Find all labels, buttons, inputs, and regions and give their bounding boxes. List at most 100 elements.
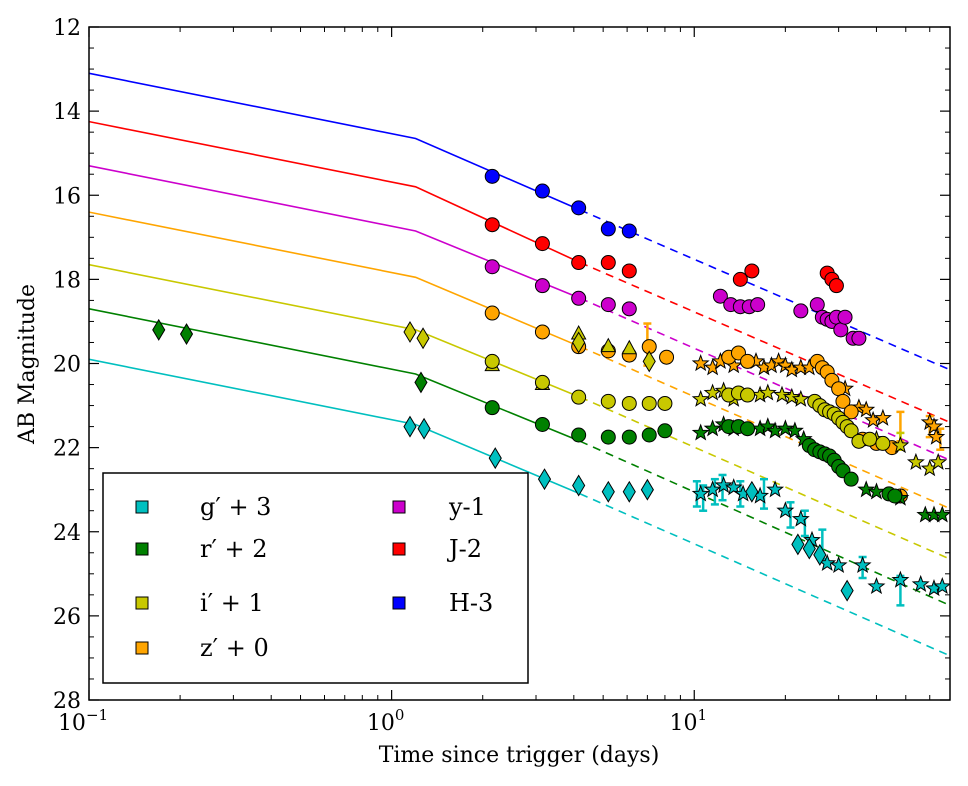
legend-label: H-3	[449, 589, 493, 617]
legend-swatch	[392, 542, 406, 556]
model-line-dashed	[579, 493, 950, 657]
data-point-star	[829, 555, 848, 574]
data-point-star	[703, 419, 722, 437]
data-point-diamond	[152, 318, 166, 341]
data-point	[740, 421, 756, 437]
data-point	[600, 221, 616, 237]
data-point-star	[933, 576, 950, 595]
legend-swatch	[392, 500, 406, 514]
model-line-solid	[89, 263, 581, 398]
legend-swatch	[392, 596, 406, 610]
data-point	[571, 389, 587, 405]
data-point-star	[776, 419, 795, 437]
y-tick-label: 16	[53, 184, 81, 209]
data-point-star	[691, 423, 710, 441]
data-point	[534, 416, 550, 432]
data-point	[571, 255, 587, 271]
model-line-solid	[89, 358, 581, 495]
data-point	[840, 579, 854, 602]
y-tick-label: 14	[53, 100, 81, 125]
data-point	[640, 478, 654, 501]
data-point	[813, 543, 827, 566]
data-point	[657, 423, 673, 439]
data-point	[572, 474, 586, 497]
data-point-star	[714, 476, 733, 494]
data-point	[843, 471, 859, 487]
data-point	[534, 324, 550, 340]
data-point	[600, 255, 616, 271]
data-point-diamond	[179, 323, 194, 346]
data-point	[484, 353, 500, 369]
x-tick-label: 10−1	[58, 706, 108, 736]
data-point-star	[925, 417, 944, 435]
data-point	[659, 349, 675, 365]
model-line-solid	[89, 72, 581, 211]
data-point-star	[691, 389, 710, 407]
series-r	[89, 308, 950, 607]
data-point-star	[782, 387, 801, 405]
data-point-star	[791, 509, 810, 527]
data-point	[793, 303, 809, 319]
data-point	[534, 374, 550, 390]
model-line-solid	[89, 120, 581, 264]
legend-swatch	[135, 500, 149, 514]
data-point-star	[867, 482, 886, 500]
data-point-star	[776, 501, 795, 519]
data-point	[809, 297, 825, 313]
data-point	[571, 290, 587, 306]
data-point	[484, 400, 500, 416]
data-point-star	[927, 427, 946, 445]
legend-label: J-2	[446, 535, 482, 563]
legend-label: g′ + 3	[200, 493, 271, 521]
legend-swatch	[135, 596, 149, 610]
data-point	[621, 223, 637, 239]
model-line-dashed	[579, 297, 950, 461]
legend-label: i′ + 1	[200, 589, 264, 617]
data-point-star	[785, 421, 804, 439]
series-H3	[89, 72, 950, 371]
data-point	[600, 297, 616, 313]
data-point	[843, 404, 859, 420]
model-line-dashed	[579, 261, 950, 424]
data-point	[887, 488, 903, 504]
data-point-star	[929, 452, 948, 470]
ticks-layer	[88, 26, 951, 701]
data-point-triangle	[600, 337, 617, 353]
x-tick-label: 100	[367, 706, 405, 736]
data-point	[843, 423, 859, 439]
data-point	[835, 393, 851, 409]
data-point	[621, 301, 637, 317]
data-point-star	[857, 400, 876, 418]
data-point-diamond	[403, 320, 417, 343]
data-point-star	[703, 480, 722, 498]
data-point	[837, 309, 853, 325]
legend-label: z′ + 0	[200, 634, 269, 662]
legend-label: y-1	[448, 493, 486, 521]
data-point	[600, 429, 616, 445]
y-tick-label: 28	[53, 689, 81, 714]
legend-swatch	[135, 641, 149, 655]
data-point	[571, 200, 587, 216]
data-point	[740, 353, 756, 369]
data-point	[833, 322, 849, 338]
data-point-diamond	[414, 371, 428, 394]
data-point	[417, 417, 431, 440]
y-tick-label: 26	[53, 605, 81, 630]
data-point-star	[758, 417, 777, 435]
data-point-star	[891, 570, 910, 588]
data-point-diamond	[572, 331, 586, 354]
data-point-star	[891, 436, 910, 454]
data-point	[851, 330, 867, 346]
x-axis-label: Time since trigger (days)	[379, 743, 660, 768]
data-point-diamond	[416, 327, 430, 350]
data-point	[484, 168, 500, 184]
legend-swatch	[135, 542, 149, 556]
legend-frame	[102, 472, 529, 684]
data-point-star	[769, 351, 788, 370]
data-point	[621, 263, 637, 279]
data-point-star	[691, 484, 710, 502]
y-tick-label: 20	[53, 353, 81, 378]
legend: g′ + 3 r′ + 2 i′ + 1 z′ + 0 y-1 J-2 H-3	[102, 472, 529, 684]
data-point	[488, 447, 502, 470]
